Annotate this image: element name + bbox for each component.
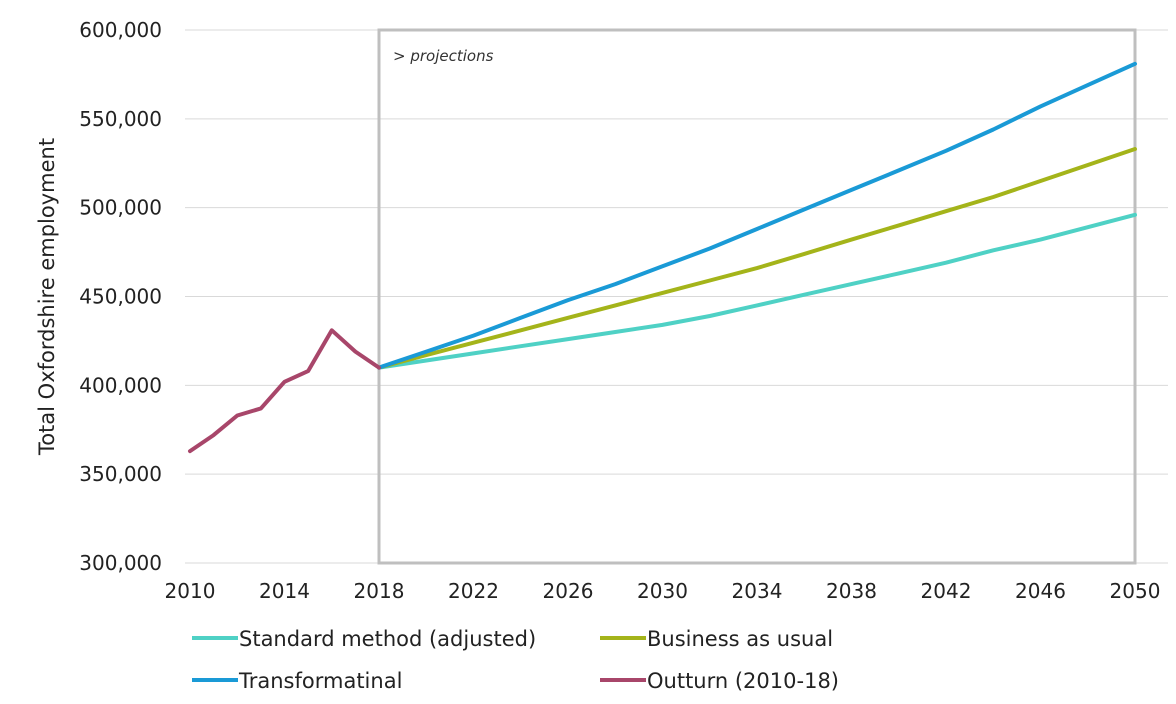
legend-label-2: Transformatinal [238,669,402,693]
legend-label-3: Outturn (2010-18) [647,669,839,693]
legend: Standard method (adjusted) Business as us… [192,627,839,693]
legend-label-0: Standard method (adjusted) [239,627,536,651]
y-tick-label-0: 300,000 [79,551,162,575]
y-tick-label-2: 400,000 [79,373,162,397]
y-tick-label-1: 350,000 [79,462,162,486]
series-line-2 [377,61,1137,370]
y-tick-label-4: 500,000 [79,196,162,220]
x-tick-label-0: 2010 [165,579,216,603]
x-tick-label-10: 2050 [1110,579,1161,603]
series-line-3 [188,328,381,454]
x-tick-label-8: 2042 [921,579,972,603]
x-axis-ticks: 2010 2014 2018 2022 2026 2030 2034 2038 2042 2046… [165,579,1161,603]
legend-label-1: Business as usual [647,627,833,651]
x-tick-label-6: 2034 [732,579,783,603]
projections-region [377,28,1137,565]
x-tick-label-3: 2022 [448,579,499,603]
series-line-1 [377,147,1137,370]
y-tick-label-3: 450,000 [79,285,162,309]
y-axis-title: Total Oxfordshire employment [35,138,59,456]
projections-box [377,28,1137,565]
x-tick-label-2: 2018 [354,579,405,603]
series-line-0 [377,212,1137,370]
gridlines [185,29,1168,564]
y-axis-ticks: 300,000 350,000 400,000 450,000 500,000 550,0… [79,18,162,575]
y-tick-label-6: 600,000 [79,18,162,42]
x-tick-label-4: 2026 [543,579,594,603]
x-tick-label-5: 2030 [637,579,688,603]
x-tick-label-9: 2046 [1015,579,1066,603]
projections-annotation: > projections [393,47,494,65]
x-tick-label-7: 2038 [826,579,877,603]
series-lines [188,61,1137,454]
x-tick-label-1: 2014 [259,579,310,603]
y-tick-label-5: 550,000 [79,107,162,131]
